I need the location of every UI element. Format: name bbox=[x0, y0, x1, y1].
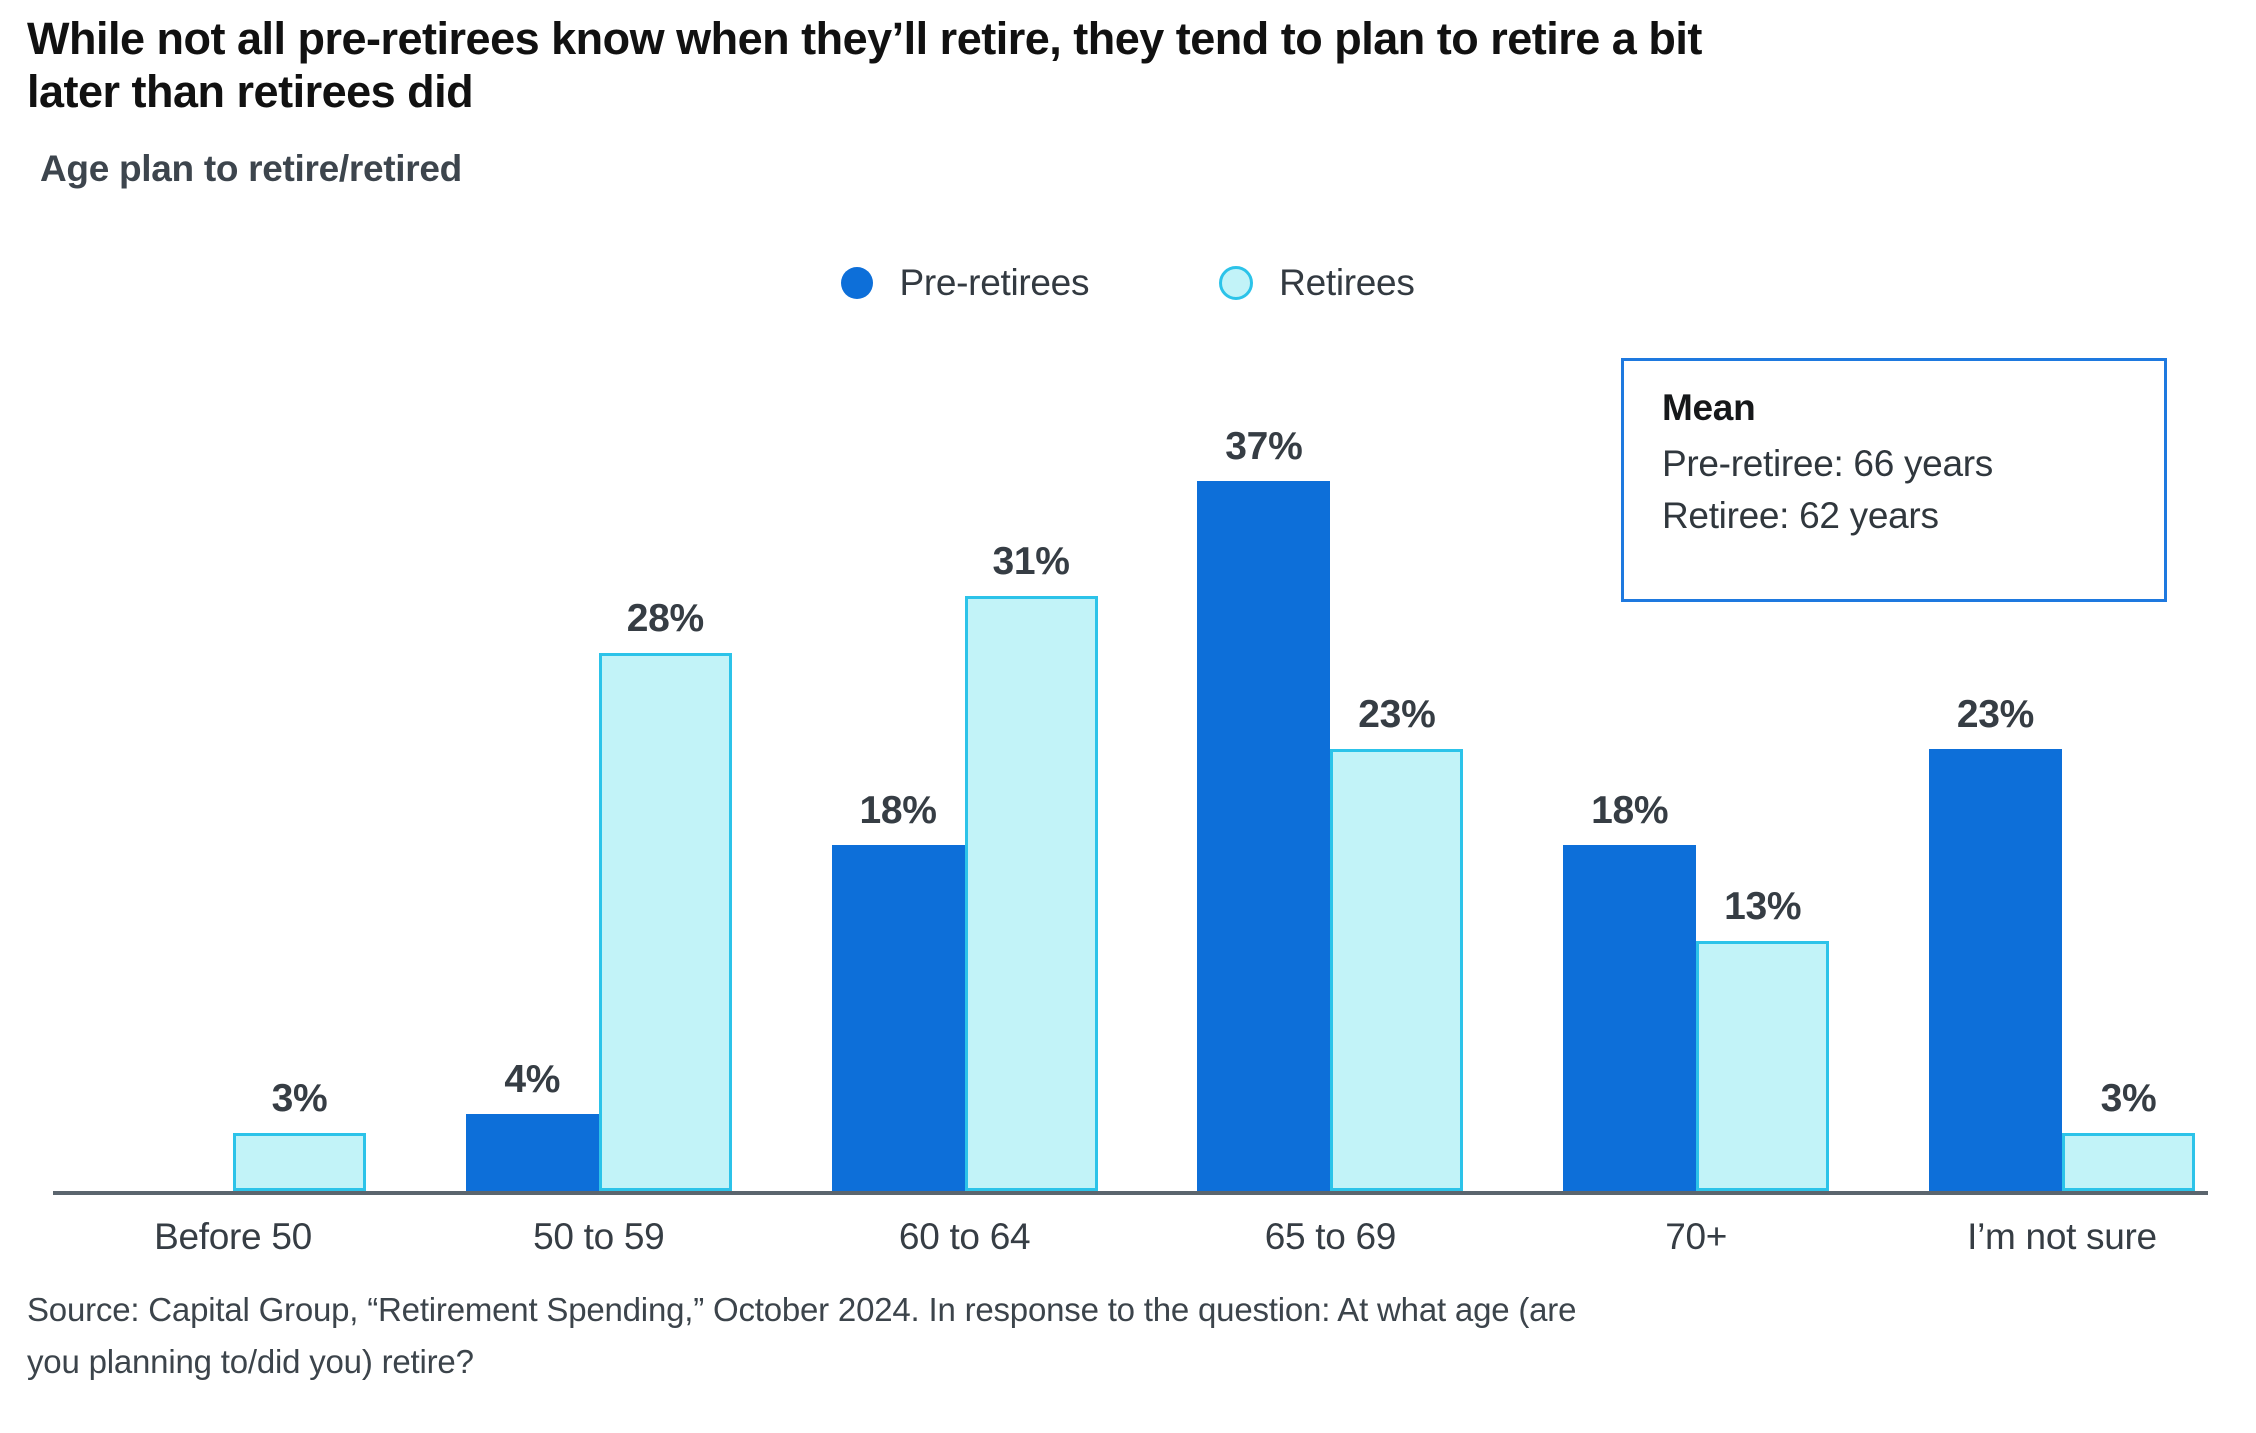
source-note: Source: Capital Group, “Retirement Spend… bbox=[27, 1288, 2207, 1392]
retirees-dot-icon bbox=[1219, 266, 1254, 300]
bar-pre-retirees-50-to-59 bbox=[465, 1114, 599, 1191]
value-label-pre-retirees-70: 18% bbox=[1591, 789, 1669, 833]
bar-retirees-70 bbox=[1696, 941, 1830, 1191]
bar-pre-retirees-70 bbox=[1563, 845, 1697, 1191]
legend-item-retirees: Retirees bbox=[1219, 262, 1415, 304]
value-label-pre-retirees-60-to-64: 18% bbox=[859, 789, 937, 833]
bar-slot-pre-retirees-65-to-69: 37% bbox=[1197, 424, 1331, 1191]
mean-heading: Mean bbox=[1662, 387, 1756, 428]
bar-retirees-50-to-59 bbox=[598, 653, 732, 1191]
bar-pre-retirees-60-to-64 bbox=[831, 845, 965, 1191]
bar-retirees-before-50 bbox=[233, 1133, 366, 1191]
bar-slot-retirees-50-to-59: 28% bbox=[598, 597, 732, 1191]
value-label-retirees-50-to-59: 28% bbox=[626, 597, 704, 641]
x-axis-line bbox=[53, 1191, 2208, 1195]
bar-group-70: 18% 13% bbox=[1563, 789, 1830, 1191]
legend: Pre-retirees Retirees bbox=[0, 262, 2256, 304]
mean-pre-retiree-value: Pre-retiree: 66 years bbox=[1662, 443, 1993, 484]
plot-area: 3% 4% 28% 18% 31% 37% 23% 18% 13% 23% 3% bbox=[53, 330, 2208, 1195]
bar-slot-retirees-65-to-69: 23% bbox=[1330, 693, 1464, 1191]
bar-group-60-to-64: 18% 31% bbox=[831, 539, 1098, 1191]
bar-retirees-60-to-64 bbox=[964, 595, 1098, 1191]
source-note-line1: Source: Capital Group, “Retirement Spend… bbox=[27, 1291, 1577, 1328]
bar-slot-pre-retirees-i-m-not-sure: 23% bbox=[1929, 693, 2062, 1191]
bar-slot-retirees-60-to-64: 31% bbox=[964, 539, 1098, 1191]
legend-label-pre-retirees: Pre-retirees bbox=[899, 262, 1090, 303]
mean-callout-box: Mean Pre-retiree: 66 years Retiree: 62 y… bbox=[1621, 358, 2167, 602]
x-axis-label-65-to-69: 65 to 69 bbox=[1264, 1216, 1397, 1257]
bar-pre-retirees-65-to-69 bbox=[1197, 480, 1331, 1191]
mean-retiree-value: Retiree: 62 years bbox=[1662, 495, 1939, 536]
bar-retirees-i-m-not-sure bbox=[2062, 1133, 2195, 1191]
x-axis-label-i-m-not-sure: I’m not sure bbox=[1967, 1216, 2157, 1257]
bar-slot-retirees-i-m-not-sure: 3% bbox=[2062, 1077, 2195, 1191]
x-axis-label-before-50: Before 50 bbox=[154, 1216, 312, 1257]
chart-subtitle: Age plan to retire/retired bbox=[40, 148, 462, 189]
value-label-pre-retirees-i-m-not-sure: 23% bbox=[1956, 693, 2035, 737]
chart-headline-line1: While not all pre-retirees know when the… bbox=[27, 13, 1702, 64]
bar-slot-retirees-before-50: 3% bbox=[233, 1077, 366, 1191]
value-label-retirees-65-to-69: 23% bbox=[1358, 693, 1436, 737]
source-note-line2: you planning to/did you) retire? bbox=[27, 1343, 474, 1380]
bar-slot-pre-retirees-60-to-64: 18% bbox=[831, 789, 965, 1191]
value-label-retirees-60-to-64: 31% bbox=[992, 539, 1070, 583]
bar-slot-pre-retirees-50-to-59: 4% bbox=[465, 1058, 599, 1191]
bar-retirees-65-to-69 bbox=[1330, 749, 1464, 1191]
x-axis-label-50-to-59: 50 to 59 bbox=[533, 1216, 665, 1257]
bar-slot-retirees-70: 13% bbox=[1696, 885, 1830, 1191]
x-axis-label-60-to-64: 60 to 64 bbox=[898, 1216, 1031, 1257]
chart-headline-line2: later than retirees did bbox=[27, 66, 474, 117]
pre-retirees-dot-icon bbox=[841, 267, 874, 299]
value-label-retirees-i-m-not-sure: 3% bbox=[2100, 1077, 2157, 1121]
value-label-retirees-before-50: 3% bbox=[271, 1077, 328, 1121]
bar-group-50-to-59: 4% 28% bbox=[465, 597, 732, 1191]
value-label-pre-retirees-50-to-59: 4% bbox=[504, 1058, 561, 1102]
x-axis-label-70: 70+ bbox=[1665, 1216, 1728, 1257]
x-axis-labels: Before 50 50 to 59 60 to 64 65 to 69 70+ I’m … bbox=[53, 1216, 2208, 1276]
bar-group-65-to-69: 37% 23% bbox=[1197, 424, 1464, 1191]
legend-label-retirees: Retirees bbox=[1279, 262, 1415, 303]
bar-slot-pre-retirees-70: 18% bbox=[1563, 789, 1697, 1191]
bar-pre-retirees-i-m-not-sure bbox=[1929, 749, 2062, 1191]
bar-group-i-m-not-sure: 23% 3% bbox=[1929, 693, 2195, 1191]
chart-headline: While not all pre-retirees know when the… bbox=[27, 12, 2237, 118]
value-label-pre-retirees-65-to-69: 37% bbox=[1225, 424, 1303, 468]
legend-item-pre-retirees: Pre-retirees bbox=[841, 262, 1089, 304]
value-label-retirees-70: 13% bbox=[1724, 885, 1802, 929]
bar-group-before-50: 3% bbox=[100, 1077, 366, 1191]
